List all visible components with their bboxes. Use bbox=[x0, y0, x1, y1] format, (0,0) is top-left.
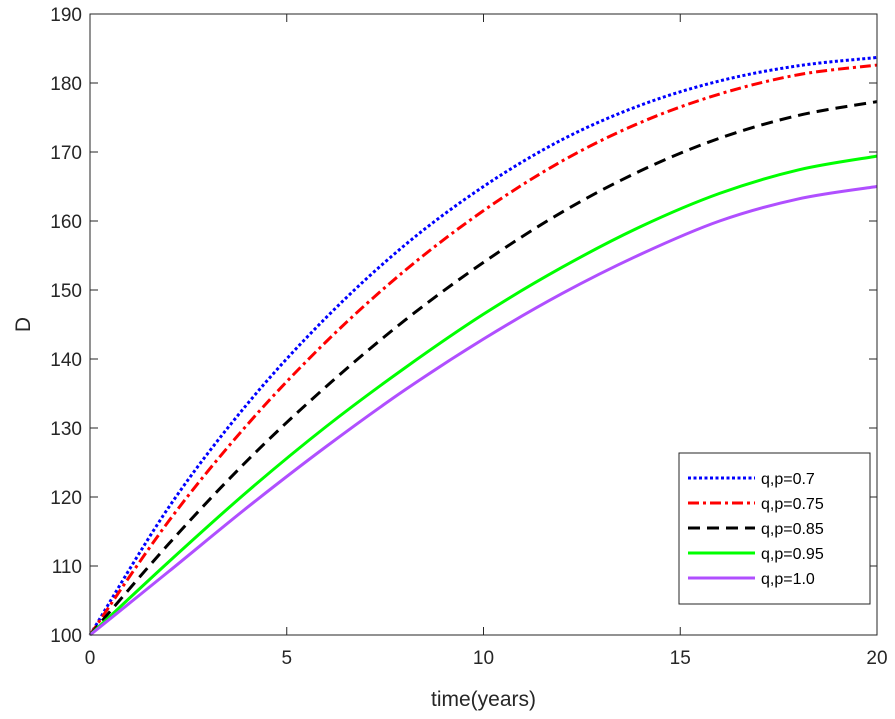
x-tick-label: 10 bbox=[473, 648, 494, 669]
y-tick-label: 180 bbox=[50, 74, 82, 95]
y-tick-label: 160 bbox=[50, 212, 82, 233]
y-tick-label: 190 bbox=[50, 5, 82, 26]
series-line-5 bbox=[89, 185, 878, 637]
legend: q,p=0.7 q,p=0.75 q,p=0.85 q,p=0.95 q,p=1.0 bbox=[678, 452, 871, 605]
y-tick-label: 100 bbox=[50, 626, 82, 647]
y-tick-label: 110 bbox=[52, 557, 82, 578]
x-tick-label: 15 bbox=[670, 648, 691, 669]
legend-label: q,p=0.85 bbox=[761, 521, 824, 538]
x-tick-label: 5 bbox=[281, 648, 292, 669]
legend-label: q,p=0.75 bbox=[761, 496, 824, 513]
series-line-4 bbox=[88, 154, 878, 637]
y-tick-label: 140 bbox=[50, 350, 82, 371]
series-line-3 bbox=[88, 100, 878, 636]
legend-label: q,p=0.95 bbox=[761, 546, 824, 563]
x-axis-label: time(years) bbox=[431, 688, 536, 711]
x-tick-label: 0 bbox=[85, 648, 96, 669]
legend-label: q,p=0.7 bbox=[761, 471, 815, 488]
series-layer bbox=[88, 55, 878, 637]
y-tick-label: 120 bbox=[50, 488, 82, 509]
x-tick-label: 20 bbox=[866, 648, 887, 669]
y-tick-label: 150 bbox=[50, 281, 82, 302]
y-tick-label: 170 bbox=[50, 143, 82, 164]
series-line-1 bbox=[88, 55, 878, 636]
y-axis-label: D bbox=[12, 317, 35, 332]
tick-layer: 0 5 10 15 20 100 110 120 130 140 150 160 170 180 190 bbox=[50, 5, 887, 669]
y-tick-label: 130 bbox=[50, 419, 82, 440]
legend-label: q,p=1.0 bbox=[761, 571, 815, 588]
series-line-2 bbox=[88, 63, 878, 636]
